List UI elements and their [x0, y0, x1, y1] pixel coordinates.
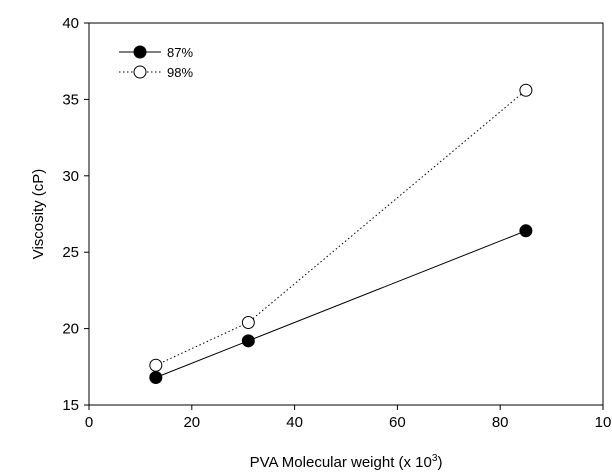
x-tick-label: 60 — [389, 414, 406, 431]
y-tick-label: 25 — [62, 244, 79, 261]
x-tick-label: 10 — [595, 414, 612, 431]
legend-label-87: 87% — [167, 45, 193, 60]
legend-marker-87 — [133, 45, 147, 59]
data-point-87 — [149, 370, 163, 384]
data-point-98 — [241, 315, 255, 329]
legend-label-98: 98% — [167, 65, 193, 80]
x-axis-label: PVA Molecular weight (x 103) — [250, 453, 443, 471]
y-tick-label: 20 — [62, 321, 79, 338]
data-point-98 — [519, 83, 533, 97]
data-point-98 — [149, 358, 163, 372]
series-line-98 — [155, 89, 527, 366]
data-point-87 — [519, 224, 533, 238]
series-line-87 — [155, 230, 527, 378]
x-tick-label: 0 — [85, 414, 93, 431]
y-axis-label: Viscosity (cP) — [30, 169, 47, 260]
data-point-87 — [241, 334, 255, 348]
legend: 87%98% — [119, 45, 193, 80]
series-layer — [149, 83, 533, 384]
legend-marker-98 — [133, 65, 147, 79]
y-axis-ticks: 15 20 25 30 35 40 — [62, 15, 89, 414]
y-tick-label: 40 — [62, 15, 79, 32]
x-axis-ticks: 0 20 40 60 80 10 — [85, 405, 612, 431]
x-tick-label: 40 — [286, 414, 303, 431]
plot-area-frame — [88, 22, 604, 406]
x-tick-label: 20 — [183, 414, 200, 431]
y-tick-label: 15 — [62, 397, 79, 414]
y-tick-label: 30 — [62, 168, 79, 185]
x-tick-label: 80 — [492, 414, 509, 431]
y-tick-label: 35 — [62, 91, 79, 108]
